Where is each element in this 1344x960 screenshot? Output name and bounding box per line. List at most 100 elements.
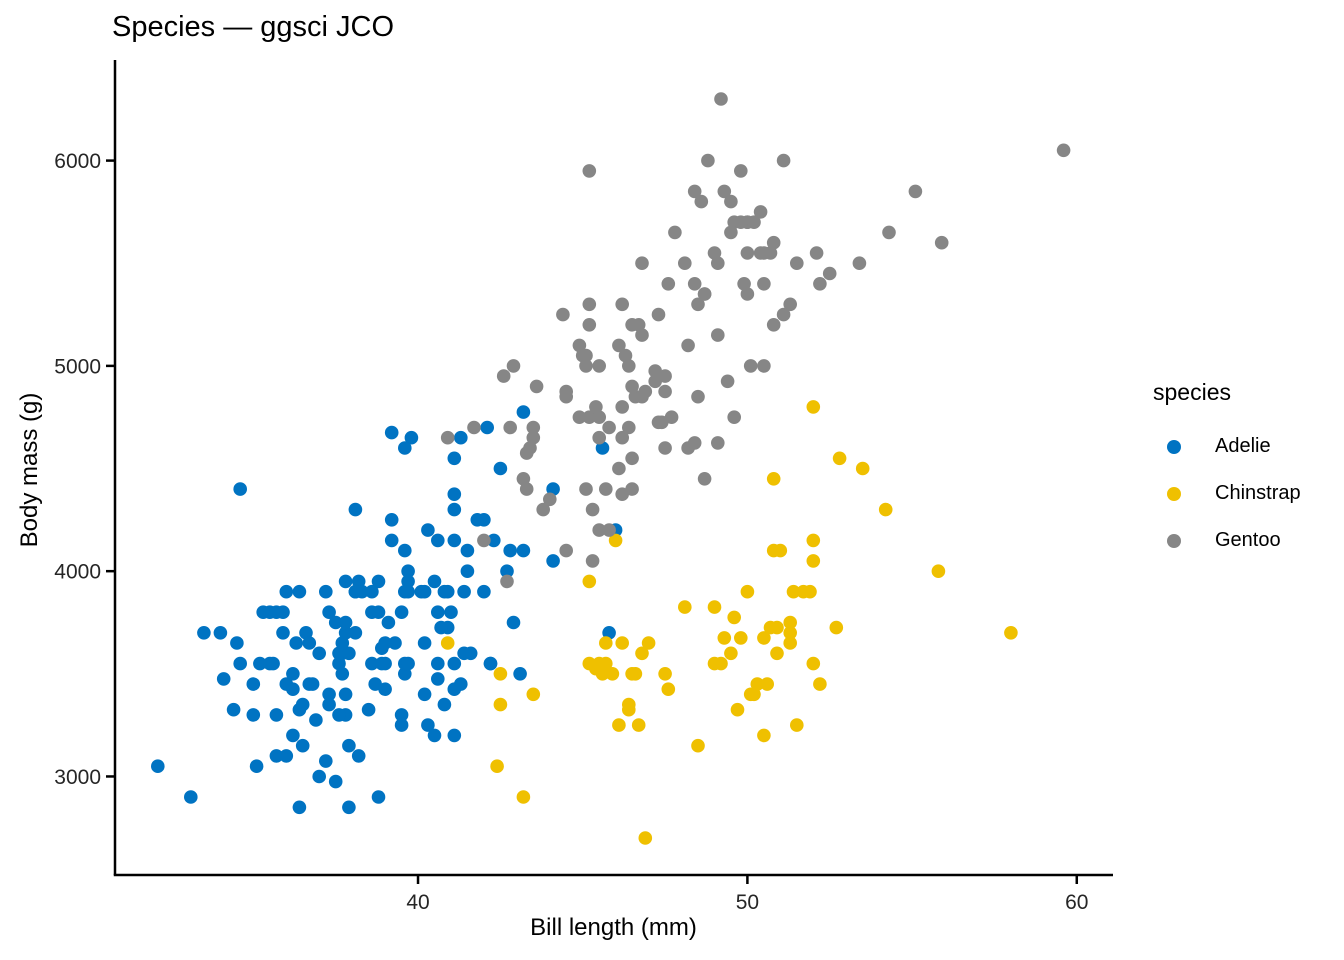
data-point-adelie <box>506 615 521 630</box>
data-point-adelie <box>249 759 264 773</box>
data-point-adelie <box>480 420 495 435</box>
legend-item-label: Gentoo <box>1215 529 1281 551</box>
legend-item-gentoo: Gentoo <box>1153 517 1301 564</box>
data-point-adelie <box>351 574 366 589</box>
data-point-gentoo <box>714 92 728 106</box>
data-point-gentoo <box>585 554 600 568</box>
data-point-gentoo <box>934 235 949 250</box>
data-point-gentoo <box>496 369 511 383</box>
data-point-gentoo <box>519 482 534 496</box>
data-point-adelie <box>322 697 336 712</box>
data-point-gentoo <box>822 266 837 281</box>
data-point-adelie <box>401 574 415 589</box>
data-point-adelie <box>328 615 343 630</box>
data-point-adelie <box>328 774 343 789</box>
data-point-gentoo <box>734 164 748 178</box>
data-point-gentoo <box>740 246 755 260</box>
data-point-adelie <box>348 626 363 640</box>
data-point-adelie <box>233 656 247 671</box>
data-point-adelie <box>470 513 485 527</box>
data-point-adelie <box>286 728 300 743</box>
data-point-adelie <box>457 646 471 661</box>
data-point-adelie <box>342 738 356 753</box>
data-point-gentoo <box>529 379 544 394</box>
data-point-chinstrap <box>750 677 765 691</box>
data-point-gentoo <box>467 420 481 435</box>
data-point-adelie <box>394 708 409 722</box>
data-point-gentoo <box>592 410 606 425</box>
data-point-chinstrap <box>717 631 732 645</box>
data-point-chinstrap <box>783 626 797 640</box>
data-point-gentoo <box>753 205 768 219</box>
data-point-adelie <box>266 656 280 671</box>
legend-item-label: Chinstrap <box>1215 482 1301 504</box>
data-point-adelie <box>332 708 346 722</box>
data-point-chinstrap <box>770 646 784 661</box>
data-point-adelie <box>477 584 491 599</box>
legend-item-chinstrap: Chinstrap <box>1153 470 1301 517</box>
data-point-adelie <box>335 636 350 650</box>
data-point-chinstrap <box>832 451 847 466</box>
data-point-chinstrap <box>783 636 797 650</box>
data-point-chinstrap <box>678 600 692 614</box>
data-point-adelie <box>447 487 462 502</box>
data-point-adelie <box>319 584 333 599</box>
data-point-adelie <box>286 682 300 696</box>
data-point-adelie <box>151 759 165 773</box>
data-point-gentoo <box>757 277 771 291</box>
x-axis-title: Bill length (mm) <box>530 914 697 941</box>
data-point-gentoo <box>711 256 725 271</box>
data-point-adelie <box>295 697 310 712</box>
data-point-adelie <box>546 554 560 568</box>
data-point-gentoo <box>753 246 768 260</box>
data-point-gentoo <box>697 472 712 486</box>
data-point-adelie <box>348 502 363 517</box>
data-point-chinstrap <box>806 554 821 568</box>
data-point-adelie <box>286 667 300 681</box>
data-point-gentoo <box>612 338 626 353</box>
data-point-chinstrap <box>803 584 817 599</box>
data-point-chinstrap <box>707 600 722 614</box>
data-point-gentoo <box>648 374 662 389</box>
data-point-chinstrap <box>766 472 781 486</box>
data-point-chinstrap <box>740 584 755 599</box>
data-point-gentoo <box>697 287 712 301</box>
data-point-adelie <box>338 687 353 702</box>
data-point-adelie <box>398 543 412 558</box>
data-point-gentoo <box>651 415 666 430</box>
data-point-chinstrap <box>727 610 741 625</box>
data-point-adelie <box>335 667 350 681</box>
data-point-gentoo <box>615 430 629 445</box>
data-point-chinstrap <box>757 728 771 743</box>
y-tick-label: 5000 <box>54 355 101 378</box>
data-point-gentoo <box>592 359 606 373</box>
data-point-gentoo <box>908 184 923 199</box>
data-point-gentoo <box>882 225 896 240</box>
data-point-gentoo <box>635 328 649 342</box>
data-point-gentoo <box>440 430 455 445</box>
data-point-chinstrap <box>806 533 821 548</box>
legend-item-label: Adelie <box>1215 435 1271 457</box>
data-point-gentoo <box>651 307 666 322</box>
data-point-gentoo <box>589 400 603 414</box>
data-point-adelie <box>595 441 610 455</box>
data-point-gentoo <box>711 436 725 450</box>
data-point-chinstrap <box>526 687 541 702</box>
data-point-adelie <box>401 584 415 599</box>
data-point-adelie <box>398 667 412 681</box>
data-point-adelie <box>322 687 336 702</box>
data-point-adelie <box>417 687 432 702</box>
data-point-chinstrap <box>783 615 797 630</box>
data-point-chinstrap <box>605 667 620 681</box>
data-point-chinstrap <box>724 646 738 661</box>
data-point-gentoo <box>687 184 702 199</box>
data-point-chinstrap <box>813 677 827 691</box>
data-point-chinstrap <box>730 702 745 717</box>
data-point-gentoo <box>668 225 682 240</box>
data-point-gentoo <box>618 348 633 363</box>
y-tick-label: 4000 <box>54 561 101 584</box>
data-point-gentoo <box>678 256 692 271</box>
data-point-gentoo <box>694 194 709 209</box>
data-point-gentoo <box>543 492 557 507</box>
